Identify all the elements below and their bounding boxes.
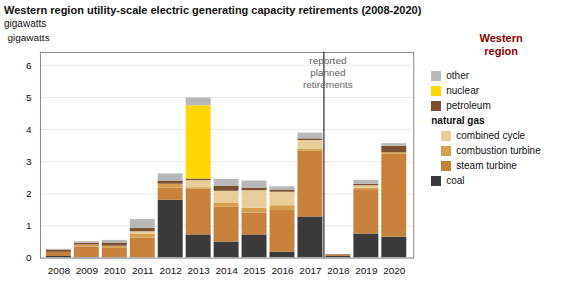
svg-text:reportedplannedretirements: reportedplannedretirements	[303, 55, 353, 90]
html-text:nuclear: nuclear	[446, 85, 480, 96]
html-text:Western region: Western region	[479, 32, 523, 57]
html-text:coal: coal	[446, 175, 465, 186]
svg-text:4: 4	[26, 124, 32, 135]
html-text:combined cycle: combined cycle	[456, 130, 526, 141]
svg-text:2020: 2020	[383, 265, 406, 276]
html-text:combustion turbine: combustion turbine	[456, 145, 541, 156]
svg-text:2014: 2014	[216, 265, 239, 276]
html-text:gigawatts: gigawatts	[4, 18, 47, 29]
svg-text:6: 6	[26, 60, 32, 71]
svg-text:5: 5	[26, 92, 32, 103]
svg-text:2018: 2018	[327, 265, 350, 276]
html-text:Western region utility-scale e: Western region utility-scale electric ge…	[4, 4, 422, 16]
svg-text:2011: 2011	[132, 265, 154, 276]
svg-text:1: 1	[26, 220, 32, 231]
html-text:steam turbine: steam turbine	[456, 160, 517, 171]
html-text:petroleum: petroleum	[446, 100, 491, 111]
svg-text:0: 0	[26, 252, 32, 263]
svg-text:2013: 2013	[188, 265, 211, 276]
svg-text:2: 2	[26, 188, 32, 199]
svg-text:2010: 2010	[104, 265, 127, 276]
svg-text:gigawatts: gigawatts	[7, 32, 49, 43]
html-text:other: other	[446, 70, 469, 81]
html-text:natural gas: natural gas	[431, 115, 485, 126]
svg-text:2009: 2009	[76, 265, 99, 276]
svg-text:2019: 2019	[355, 265, 378, 276]
svg-text:3: 3	[26, 156, 32, 167]
svg-text:2008: 2008	[48, 265, 71, 276]
svg-text:2012: 2012	[160, 265, 183, 276]
svg-text:2015: 2015	[243, 265, 266, 276]
svg-text:2017: 2017	[299, 265, 322, 276]
svg-text:2016: 2016	[271, 265, 294, 276]
